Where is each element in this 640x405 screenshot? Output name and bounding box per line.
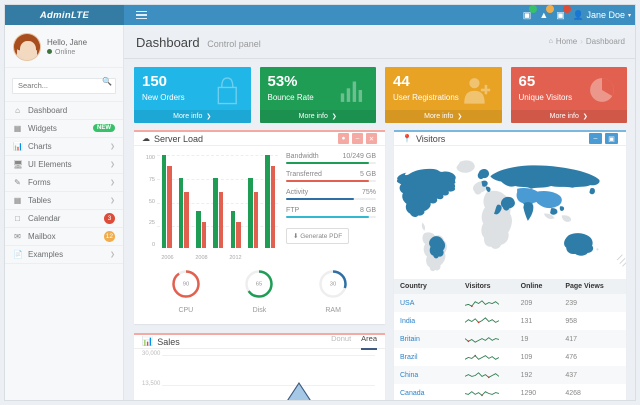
svg-text:30: 30 bbox=[330, 282, 337, 288]
svg-text:65: 65 bbox=[256, 282, 262, 288]
svg-text:90: 90 bbox=[183, 282, 190, 288]
